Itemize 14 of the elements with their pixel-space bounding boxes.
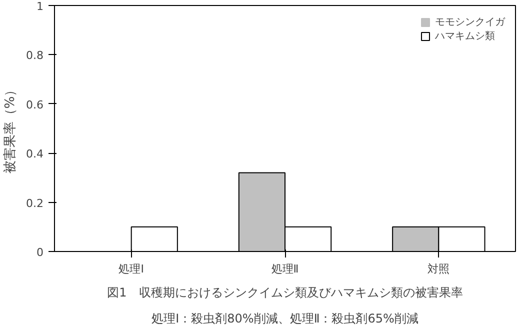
text: 処理Ⅰ：殺虫剤80%削減、処理Ⅱ：殺虫剤65%削減 [152,312,418,326]
text: 図1 収穫期におけるシンクイムシ類及びハマキムシ類の被害果率 [107,286,463,300]
x-tick-label: 処理Ⅱ [271,262,299,276]
x-tick-label: 対照 [428,262,450,276]
y-tick-label: 1 [36,0,44,13]
y-tick-label: 0.8 [26,49,44,62]
y-tick-label: 0.2 [26,196,44,210]
y-tick-label: 0.4 [26,148,44,161]
y-tick-label: 0.6 [26,98,44,112]
y-tick-label: 0 [36,246,44,259]
x-tick-label: 処理Ⅰ [118,262,144,276]
y-axis-title: 被害果率（%） [2,83,18,174]
legend-label: モモシンクイガ [435,16,505,29]
legend-label: ハマキムシ類 [435,30,495,43]
